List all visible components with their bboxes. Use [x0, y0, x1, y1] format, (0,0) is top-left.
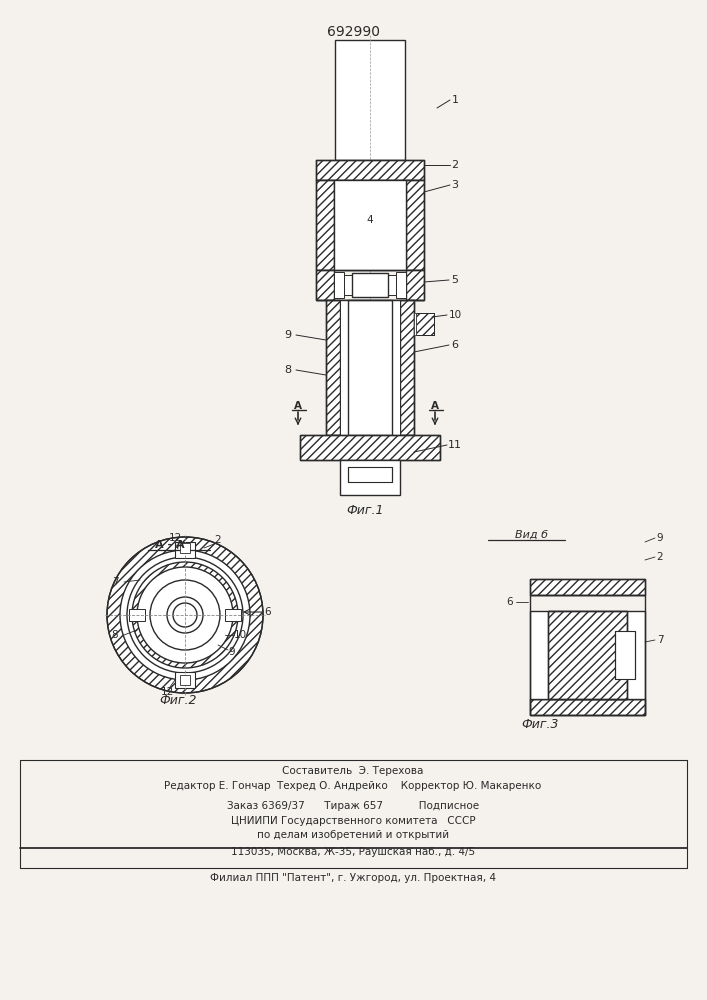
- Circle shape: [398, 273, 406, 281]
- Bar: [414, 313, 416, 335]
- Text: 6: 6: [264, 607, 271, 617]
- Bar: [326, 300, 414, 435]
- Bar: [316, 270, 424, 300]
- Bar: [340, 460, 400, 495]
- Text: Вид б: Вид б: [515, 530, 548, 540]
- Bar: [326, 300, 340, 435]
- Text: по делам изобретений и открытий: по делам изобретений и открытий: [257, 830, 449, 840]
- Text: 3: 3: [452, 180, 459, 190]
- Circle shape: [120, 550, 250, 680]
- Circle shape: [398, 289, 406, 297]
- Text: 9: 9: [284, 330, 291, 340]
- Text: Составитель  Э. Терехова: Составитель Э. Терехова: [282, 766, 423, 776]
- Bar: [548, 611, 627, 699]
- Text: Заказ 6369/37      Тираж 657           Подписное: Заказ 6369/37 Тираж 657 Подписное: [227, 801, 479, 811]
- Bar: [225, 609, 241, 621]
- Bar: [406, 270, 424, 300]
- Bar: [388, 275, 396, 295]
- Text: 6: 6: [507, 597, 513, 607]
- Text: 9: 9: [228, 647, 235, 657]
- Bar: [334, 272, 344, 298]
- Bar: [180, 675, 190, 685]
- Text: 12: 12: [168, 533, 182, 543]
- Text: Фиг.3: Фиг.3: [521, 718, 559, 732]
- Text: 4: 4: [367, 215, 373, 225]
- Bar: [175, 672, 195, 688]
- Text: 5: 5: [452, 275, 459, 285]
- Text: 2: 2: [657, 552, 663, 562]
- Bar: [396, 272, 406, 298]
- Text: A: A: [431, 401, 439, 411]
- Bar: [416, 313, 434, 335]
- Bar: [530, 699, 645, 715]
- Bar: [406, 180, 424, 270]
- Text: Фиг.1: Фиг.1: [346, 504, 384, 516]
- Text: 10: 10: [233, 630, 247, 640]
- Bar: [348, 300, 392, 435]
- Text: 7: 7: [112, 577, 118, 587]
- Bar: [416, 313, 434, 335]
- Bar: [530, 595, 645, 715]
- Text: 113035, Москва, Ж-35, Раушская наб., д. 4/5: 113035, Москва, Ж-35, Раушская наб., д. …: [231, 847, 475, 857]
- Bar: [530, 699, 645, 715]
- Circle shape: [132, 562, 238, 668]
- Circle shape: [334, 273, 342, 281]
- Bar: [316, 180, 334, 270]
- Circle shape: [334, 289, 342, 297]
- Bar: [316, 180, 424, 270]
- Bar: [316, 270, 334, 300]
- Bar: [300, 435, 440, 460]
- Circle shape: [398, 281, 406, 289]
- Bar: [175, 542, 195, 558]
- Bar: [316, 160, 424, 180]
- Circle shape: [167, 597, 203, 633]
- Text: A: A: [294, 401, 302, 411]
- Text: A - A: A - A: [156, 540, 185, 550]
- Circle shape: [137, 567, 233, 663]
- Bar: [530, 579, 645, 595]
- Circle shape: [107, 537, 263, 693]
- Text: 2: 2: [452, 160, 459, 170]
- Text: 1: 1: [452, 95, 459, 105]
- Bar: [548, 611, 627, 699]
- Circle shape: [150, 580, 220, 650]
- Text: Редактор Е. Гончар  Техред О. Андрейко    Корректор Ю. Макаренко: Редактор Е. Гончар Техред О. Андрейко Ко…: [164, 781, 542, 791]
- Bar: [530, 579, 645, 595]
- Text: 692990: 692990: [327, 25, 380, 39]
- Bar: [335, 40, 405, 160]
- Text: 9: 9: [657, 533, 663, 543]
- Bar: [180, 543, 190, 553]
- Bar: [400, 300, 414, 435]
- Text: 6: 6: [452, 340, 459, 350]
- Text: ЦНИИПИ Государственного комитета   СССР: ЦНИИПИ Государственного комитета СССР: [230, 816, 475, 826]
- Circle shape: [173, 603, 197, 627]
- Bar: [300, 435, 440, 460]
- Circle shape: [334, 281, 342, 289]
- Text: 12: 12: [160, 687, 174, 697]
- Text: 8: 8: [112, 630, 118, 640]
- Text: 10: 10: [448, 310, 462, 320]
- Bar: [344, 275, 352, 295]
- Bar: [352, 273, 388, 297]
- Text: 8: 8: [284, 365, 291, 375]
- Bar: [530, 611, 645, 699]
- Bar: [392, 300, 400, 435]
- Text: Фиг.2: Фиг.2: [159, 694, 197, 706]
- Text: 7: 7: [657, 635, 663, 645]
- Bar: [615, 631, 635, 679]
- Bar: [348, 467, 392, 482]
- Bar: [334, 180, 406, 270]
- Bar: [340, 300, 348, 435]
- Text: 2: 2: [215, 535, 221, 545]
- Text: 11: 11: [448, 440, 462, 450]
- Bar: [129, 609, 145, 621]
- Text: Филиал ППП "Патент", г. Ужгород, ул. Проектная, 4: Филиал ППП "Патент", г. Ужгород, ул. Про…: [210, 873, 496, 883]
